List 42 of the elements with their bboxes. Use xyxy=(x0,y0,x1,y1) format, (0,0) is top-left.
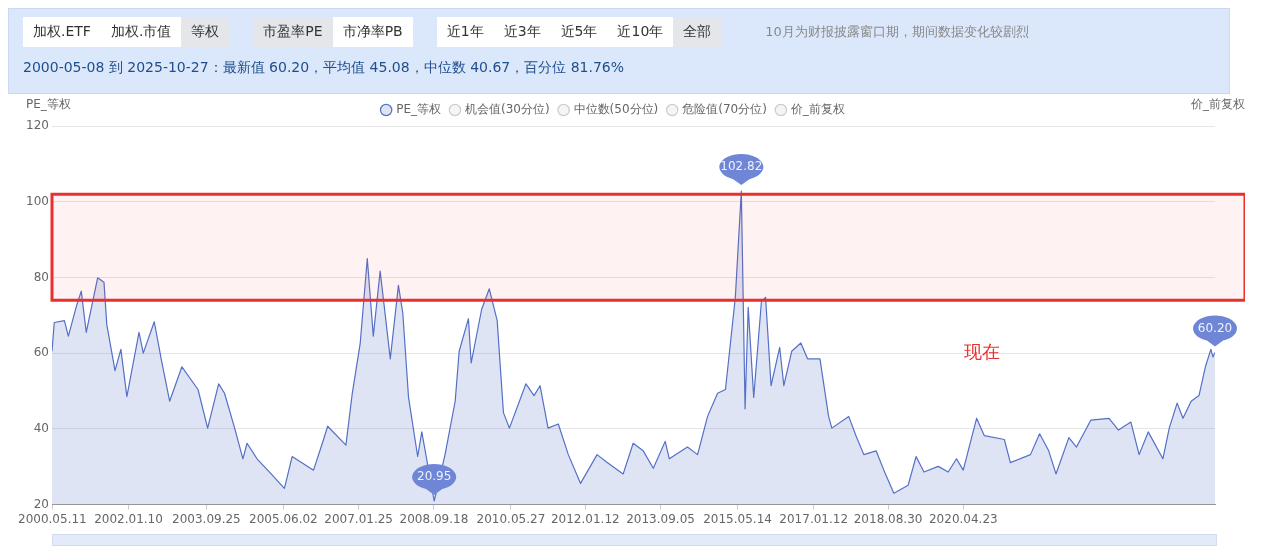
x-tick-label: 2012.01.12 xyxy=(550,511,620,526)
text: 近3年 xyxy=(493,17,551,47)
text: 全部 xyxy=(673,17,722,47)
x-tick-label: 2010.05.27 xyxy=(476,511,546,526)
data-label: 60.20 xyxy=(1197,320,1233,335)
x-tick-label: 2003.09.25 xyxy=(172,511,241,526)
legend-label: 价_前复权 xyxy=(789,102,845,117)
text: 加权.市值 xyxy=(100,17,182,47)
y-tick-label: 100 xyxy=(26,193,49,208)
legend-label: 中位数(50分位) xyxy=(573,102,659,117)
y-tick-label: 20 xyxy=(33,496,49,511)
data-label: 102.82 xyxy=(720,159,763,174)
x-tick-label: 2013.09.05 xyxy=(626,511,695,526)
data-label: 20.95 xyxy=(416,469,452,484)
x-tick-label: 2020.04.23 xyxy=(928,511,998,526)
text: 10月为财报披露窗口期，期间数据变化较剧烈 xyxy=(765,23,1029,41)
text: 加权.ETF xyxy=(23,17,101,47)
text: 近5年 xyxy=(550,17,608,47)
y2-axis-title: 价_前复权 xyxy=(1191,96,1245,113)
legend-label: PE_等权 xyxy=(396,102,441,117)
text: 市净率PB xyxy=(332,17,413,47)
chart-subtitle: 2000-05-08 到 2025-10-27：最新值 60.20，平均值 45.08，中位数 40.67，百分位 81.76% xyxy=(23,59,626,77)
x-tick-label: 2000.05.11 xyxy=(18,511,87,526)
x-tick-label: 2005.06.02 xyxy=(249,511,318,526)
x-tick-label: 2008.09.18 xyxy=(399,511,469,526)
y-axis-title: PE_等权 xyxy=(26,96,71,113)
legend-label: 危险值(70分位) xyxy=(682,102,767,117)
y-tick-label: 60 xyxy=(33,345,49,360)
x-tick-label: 2017.01.12 xyxy=(779,511,849,526)
annotation: 现在 xyxy=(964,340,1001,362)
x-tick-label: 2002.01.10 xyxy=(94,511,163,526)
x-tick-label: 2018.08.30 xyxy=(853,511,923,526)
legend-label: 机会值(30分位) xyxy=(464,102,550,117)
text: 市盈率PE xyxy=(253,17,333,47)
y-tick-label: 40 xyxy=(33,421,49,436)
text: 近10年 xyxy=(607,17,674,47)
y-tick-label: 120 xyxy=(26,118,49,133)
x-tick-label: 2007.01.25 xyxy=(324,511,394,526)
y-tick-label: 80 xyxy=(33,269,49,284)
text: 近1年 xyxy=(436,17,494,47)
x-tick-label: 2015.05.14 xyxy=(703,511,772,526)
text: 等权 xyxy=(181,17,230,47)
